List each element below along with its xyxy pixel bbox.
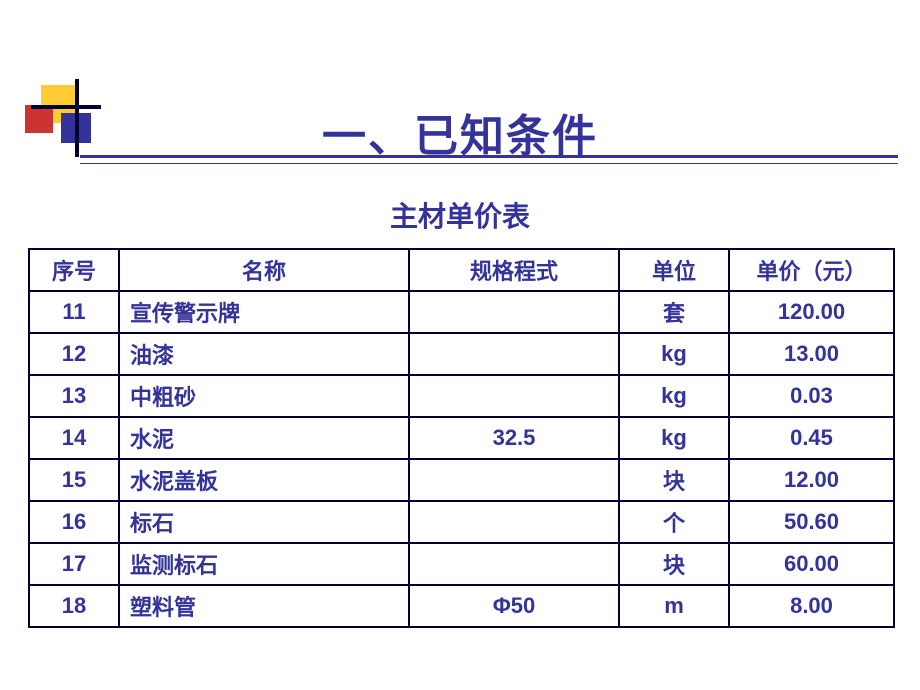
col-header-index: 序号: [29, 249, 119, 291]
table-row: 15水泥盖板 块12.00: [29, 459, 894, 501]
cell-price: 50.60: [729, 501, 894, 543]
cell-unit: kg: [619, 375, 729, 417]
cell-spec: [409, 291, 619, 333]
cell-index: 16: [29, 501, 119, 543]
cell-unit: kg: [619, 333, 729, 375]
cell-name: 水泥: [119, 417, 409, 459]
cell-index: 13: [29, 375, 119, 417]
title-underline-thin: [80, 163, 898, 164]
cell-name: 宣传警示牌: [119, 291, 409, 333]
cell-unit: m: [619, 585, 729, 627]
cell-name: 水泥盖板: [119, 459, 409, 501]
cell-spec: Φ50: [409, 585, 619, 627]
cell-unit: 块: [619, 459, 729, 501]
cell-name: 标石: [119, 501, 409, 543]
cell-spec: [409, 501, 619, 543]
cell-price: 60.00: [729, 543, 894, 585]
table-row: 16标石 个50.60: [29, 501, 894, 543]
cell-name: 监测标石: [119, 543, 409, 585]
table-row: 13中粗砂 kg0.03: [29, 375, 894, 417]
cell-name: 塑料管: [119, 585, 409, 627]
cell-unit: 个: [619, 501, 729, 543]
table-row: 14水泥32.5kg0.45: [29, 417, 894, 459]
page-title: 一、已知条件: [322, 112, 598, 161]
col-header-price: 单价（元）: [729, 249, 894, 291]
cell-price: 0.45: [729, 417, 894, 459]
cell-price: 13.00: [729, 333, 894, 375]
cell-index: 17: [29, 543, 119, 585]
cell-name: 油漆: [119, 333, 409, 375]
cell-index: 12: [29, 333, 119, 375]
price-table: 序号 名称 规格程式 单位 单价（元） 11宣传警示牌 套120.00 12油漆 kg…: [28, 248, 895, 628]
cell-unit: kg: [619, 417, 729, 459]
cell-spec: [409, 543, 619, 585]
cell-spec: [409, 459, 619, 501]
cell-price: 0.03: [729, 375, 894, 417]
cell-index: 11: [29, 291, 119, 333]
table-row: 18塑料管Φ50m8.00: [29, 585, 894, 627]
cell-spec: 32.5: [409, 417, 619, 459]
cell-index: 14: [29, 417, 119, 459]
cell-index: 15: [29, 459, 119, 501]
table-row: 11宣传警示牌 套120.00: [29, 291, 894, 333]
cell-unit: 块: [619, 543, 729, 585]
col-header-name: 名称: [119, 249, 409, 291]
cell-price: 8.00: [729, 585, 894, 627]
table-body: 11宣传警示牌套120.0012油漆kg13.0013中粗砂kg0.0314水泥…: [29, 291, 894, 627]
title-underline-thick: [80, 155, 898, 158]
cell-price: 120.00: [729, 291, 894, 333]
cell-spec: [409, 333, 619, 375]
cell-price: 12.00: [729, 459, 894, 501]
cell-spec: [409, 375, 619, 417]
cell-unit: 套: [619, 291, 729, 333]
table-row: 12油漆 kg13.00: [29, 333, 894, 375]
table-row: 17监测标石 块60.00: [29, 543, 894, 585]
table-caption: 主材单价表: [390, 201, 530, 232]
col-header-spec: 规格程式: [409, 249, 619, 291]
cell-index: 18: [29, 585, 119, 627]
col-header-unit: 单位: [619, 249, 729, 291]
table-header-row: 序号 名称 规格程式 单位 单价（元）: [29, 249, 894, 291]
cell-name: 中粗砂: [119, 375, 409, 417]
